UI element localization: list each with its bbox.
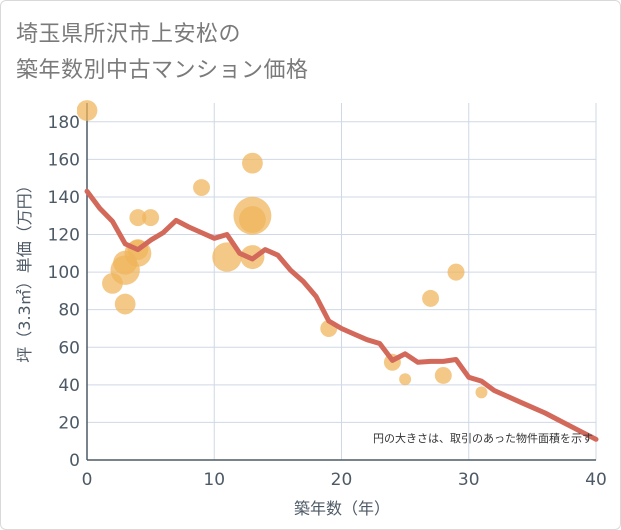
- data-bubble: [447, 263, 465, 281]
- data-bubble: [434, 366, 452, 384]
- data-bubble: [142, 209, 160, 227]
- bubbles: [77, 100, 488, 399]
- data-bubble: [114, 293, 136, 315]
- y-tick-label: 80: [58, 301, 80, 321]
- chart-title-line2: 築年数別中古マンション価格: [16, 58, 309, 83]
- data-bubble: [475, 386, 488, 399]
- trend-line-group: [84, 188, 599, 442]
- data-bubble: [129, 209, 147, 227]
- data-bubble: [399, 373, 412, 386]
- y-tick-label: 140: [48, 188, 80, 208]
- x-tick-label: 40: [585, 470, 607, 490]
- data-bubble: [242, 152, 263, 174]
- y-tick-label: 60: [58, 338, 80, 358]
- x-tick-label: 10: [203, 470, 225, 490]
- axes: [86, 103, 596, 461]
- y-tick-label: 0: [69, 451, 80, 471]
- x-tick-label: 20: [331, 470, 353, 490]
- data-bubble: [77, 100, 98, 121]
- data-bubble: [193, 179, 211, 197]
- data-bubble: [422, 289, 440, 307]
- size-note: 円の大きさは、取引のあった物件面積を示す: [373, 431, 593, 445]
- y-tick-label: 120: [48, 226, 80, 246]
- y-tick-label: 180: [48, 113, 80, 133]
- y-tick-label: 160: [48, 150, 80, 170]
- y-axis-label: 坪（3.3㎡）単価（万円）: [15, 177, 34, 362]
- tick-labels: 0 20 40 60 80 100 120 140 160 180 0 10 20 30 40: [48, 113, 607, 490]
- x-tick-label: 30: [458, 470, 480, 490]
- x-tick-label: 0: [82, 470, 93, 490]
- data-bubble: [239, 206, 266, 233]
- grid-lines: [87, 103, 597, 460]
- trend-line: [84, 188, 599, 442]
- chart-title-line1: 埼玉県所沢市上安松の: [16, 22, 242, 47]
- y-tick-label: 40: [58, 376, 80, 396]
- x-axis-label: 築年数（年）: [294, 499, 390, 518]
- y-tick-label: 20: [58, 413, 80, 433]
- y-tick-label: 100: [48, 263, 80, 283]
